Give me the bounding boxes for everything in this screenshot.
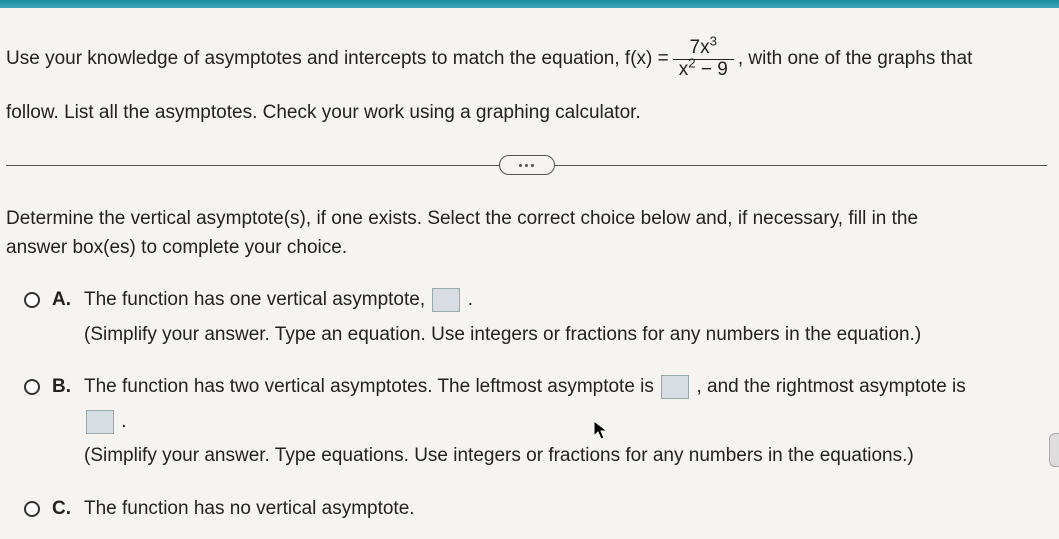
radio-a[interactable] — [24, 292, 40, 308]
choice-b-text2-after: . — [121, 411, 126, 432]
section-divider — [6, 155, 1047, 175]
choice-a-body: The function has one vertical asymptote,… — [84, 286, 1047, 355]
choice-b-hint: (Simplify your answer. Type equations. U… — [84, 442, 1047, 471]
radio-c[interactable] — [24, 501, 40, 517]
question-text-part1: Use your knowledge of asymptotes and int… — [6, 45, 669, 74]
choice-a-letter: A. — [52, 286, 72, 315]
choice-b-text1: The function has two vertical asymptotes… — [84, 376, 659, 397]
choice-c-text1: The function has no vertical asymptote. — [84, 495, 1047, 524]
choice-c-letter: C. — [52, 495, 72, 524]
choice-c-body: The function has no vertical asymptote. — [84, 495, 1047, 530]
radio-b[interactable] — [24, 379, 40, 395]
choices-group: A. The function has one vertical asympto… — [6, 286, 1047, 529]
choice-c: C. The function has no vertical asymptot… — [24, 495, 1047, 530]
choice-b-input-2[interactable] — [86, 410, 114, 434]
choice-b-input-1[interactable] — [661, 375, 689, 399]
choice-a-hint: (Simplify your answer. Type an equation.… — [84, 321, 1047, 350]
choice-a-text1: The function has one vertical asymptote, — [84, 289, 430, 310]
choice-b-text1-after: , and the rightmost asymptote is — [696, 376, 965, 397]
instruction-line-2: answer box(es) to complete your choice. — [6, 234, 1047, 263]
instruction-text: Determine the vertical asymptote(s), if … — [6, 205, 1047, 262]
side-tab[interactable] — [1049, 433, 1059, 467]
choice-a-line1: The function has one vertical asymptote,… — [84, 286, 1047, 315]
choice-a-input-1[interactable] — [432, 288, 460, 312]
question-text-part2: , with one of the graphs that — [738, 45, 973, 74]
fraction-denominator: x2 − 9 — [673, 59, 734, 81]
choice-a: A. The function has one vertical asympto… — [24, 286, 1047, 355]
choice-b-letter: B. — [52, 373, 72, 402]
choice-b: B. The function has two vertical asympto… — [24, 373, 1047, 477]
equation-fraction: 7x3 x2 − 9 — [673, 38, 734, 81]
choice-b-line2: . — [84, 408, 1047, 437]
question-content: Use your knowledge of asymptotes and int… — [0, 8, 1059, 539]
expand-button[interactable] — [499, 155, 555, 175]
choice-b-body: The function has two vertical asymptotes… — [84, 373, 1047, 477]
question-line-1: Use your knowledge of asymptotes and int… — [6, 38, 1047, 81]
choice-a-text1-after: . — [468, 289, 473, 310]
window-topbar — [0, 0, 1059, 8]
instruction-line-1: Determine the vertical asymptote(s), if … — [6, 205, 1047, 234]
question-line-2: follow. List all the asymptotes. Check y… — [6, 99, 1047, 128]
choice-b-line1: The function has two vertical asymptotes… — [84, 373, 1047, 402]
